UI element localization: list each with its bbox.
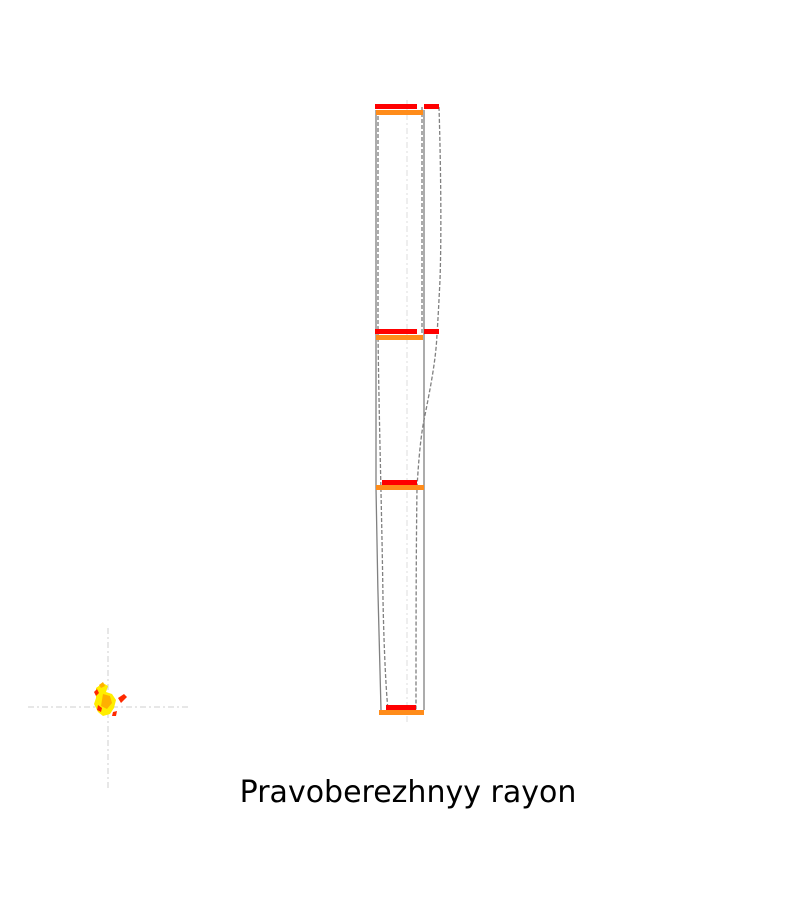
bar-bottom-base bbox=[379, 710, 424, 715]
left-inner-profile bbox=[377, 110, 389, 711]
locator-marker bbox=[28, 628, 188, 790]
profile-outlines bbox=[375, 106, 442, 711]
bar-second-base bbox=[376, 335, 423, 340]
level-bars bbox=[375, 104, 439, 715]
bar-top-high-left bbox=[375, 104, 417, 109]
bar-third-high bbox=[382, 480, 417, 485]
right-outer-profile bbox=[415, 106, 442, 711]
region-title: Pravoberezhnyy rayon bbox=[239, 775, 577, 810]
bar-second-high-left bbox=[375, 329, 417, 334]
bar-third-base bbox=[376, 485, 424, 490]
left-outer-profile bbox=[375, 110, 382, 711]
district-shape-icon bbox=[94, 682, 127, 716]
bar-second-high-right bbox=[424, 329, 439, 334]
bar-bottom-high bbox=[386, 705, 416, 710]
bar-top-base bbox=[376, 110, 423, 115]
bar-top-high-right bbox=[424, 104, 439, 109]
